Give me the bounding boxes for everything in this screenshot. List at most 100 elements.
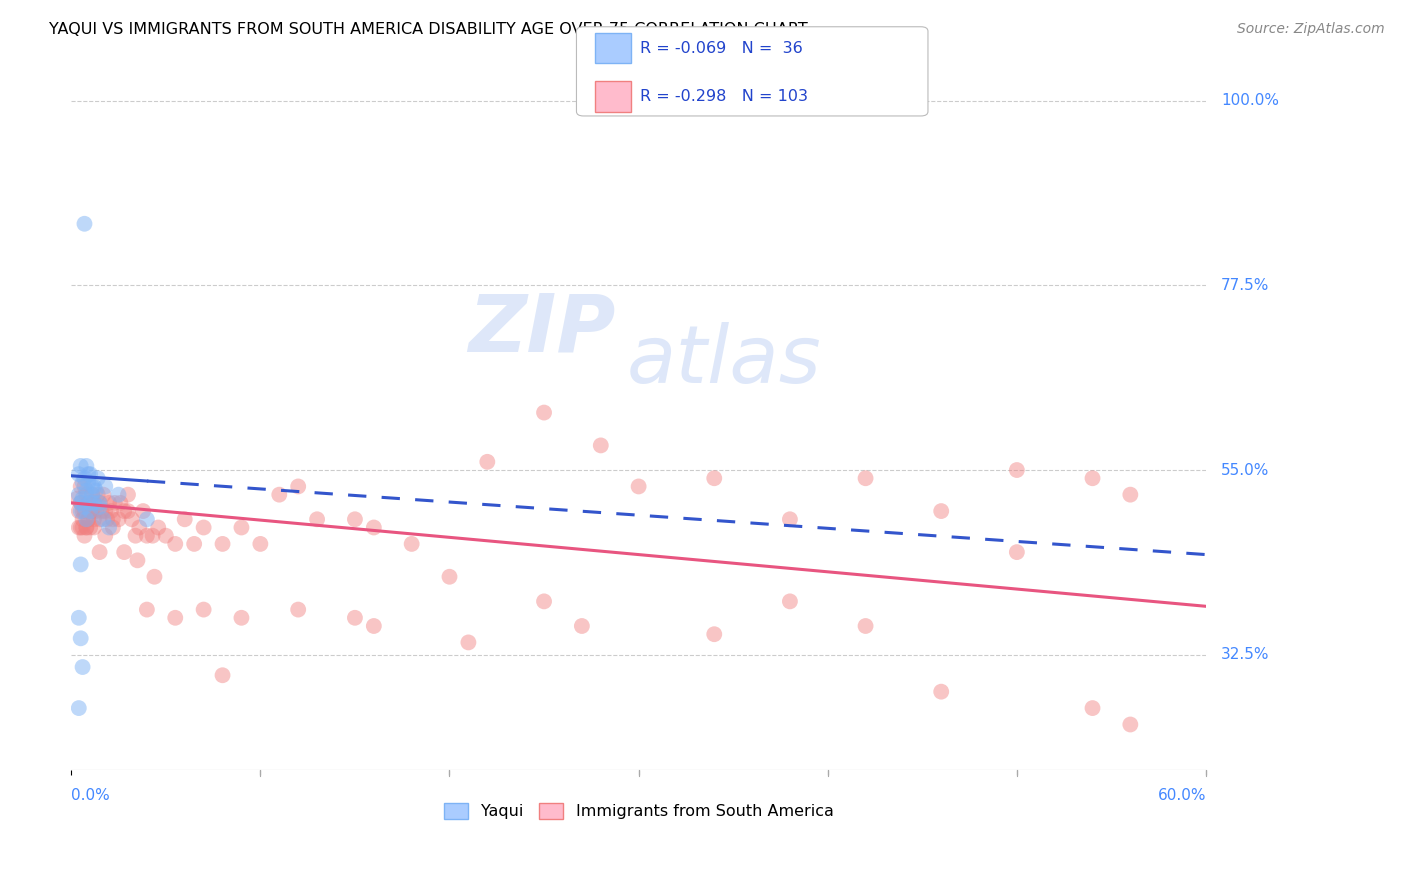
- Point: [66, 491, 89, 506]
- Point: [72, 491, 94, 506]
- Point: [112, 545, 135, 559]
- Point: [89, 500, 111, 514]
- Point: [124, 529, 146, 543]
- Point: [84, 483, 107, 498]
- Point: [1005, 545, 1028, 559]
- Text: 100.0%: 100.0%: [1222, 93, 1279, 108]
- Point: [1119, 488, 1142, 502]
- Point: [343, 512, 366, 526]
- Point: [83, 520, 105, 534]
- Point: [929, 504, 952, 518]
- Point: [83, 479, 105, 493]
- Point: [101, 512, 124, 526]
- Point: [135, 512, 157, 526]
- Point: [83, 512, 105, 526]
- Point: [79, 467, 101, 482]
- Point: [571, 619, 593, 633]
- Point: [211, 537, 233, 551]
- Point: [589, 438, 612, 452]
- Point: [67, 467, 90, 482]
- Point: [79, 504, 101, 518]
- Point: [67, 520, 90, 534]
- Point: [79, 520, 101, 534]
- Point: [183, 537, 205, 551]
- Point: [77, 467, 100, 482]
- Point: [211, 668, 233, 682]
- Point: [69, 632, 91, 646]
- Point: [401, 537, 423, 551]
- Point: [193, 520, 215, 534]
- Point: [77, 496, 100, 510]
- Text: R = -0.298   N = 103: R = -0.298 N = 103: [640, 89, 807, 103]
- Point: [703, 471, 725, 485]
- Point: [69, 496, 91, 510]
- Point: [1081, 701, 1104, 715]
- Point: [93, 512, 115, 526]
- Text: YAQUI VS IMMIGRANTS FROM SOUTH AMERICA DISABILITY AGE OVER 75 CORRELATION CHART: YAQUI VS IMMIGRANTS FROM SOUTH AMERICA D…: [49, 22, 808, 37]
- Text: 0.0%: 0.0%: [72, 788, 110, 803]
- Point: [79, 504, 101, 518]
- Point: [155, 529, 177, 543]
- Text: Source: ZipAtlas.com: Source: ZipAtlas.com: [1237, 22, 1385, 37]
- Text: ZIP: ZIP: [468, 291, 616, 368]
- Text: R = -0.069   N =  36: R = -0.069 N = 36: [640, 41, 803, 55]
- Point: [135, 529, 157, 543]
- Point: [93, 488, 115, 502]
- Point: [110, 496, 132, 510]
- Point: [287, 602, 309, 616]
- Point: [75, 488, 97, 502]
- Text: 55.0%: 55.0%: [1222, 463, 1270, 477]
- Point: [249, 537, 271, 551]
- Point: [533, 406, 555, 420]
- Point: [101, 520, 124, 534]
- Point: [132, 504, 155, 518]
- Point: [89, 545, 111, 559]
- Point: [80, 488, 103, 502]
- Point: [79, 496, 101, 510]
- Point: [855, 471, 877, 485]
- Point: [69, 458, 91, 473]
- Point: [98, 496, 121, 510]
- Point: [96, 512, 118, 526]
- Point: [72, 660, 94, 674]
- Point: [75, 520, 97, 534]
- Point: [75, 458, 97, 473]
- Point: [94, 504, 117, 518]
- Point: [231, 520, 253, 534]
- Point: [779, 594, 801, 608]
- Point: [457, 635, 479, 649]
- Point: [83, 496, 105, 510]
- Point: [69, 479, 91, 493]
- Point: [107, 488, 129, 502]
- Point: [87, 471, 110, 485]
- Point: [703, 627, 725, 641]
- Point: [128, 520, 150, 534]
- Point: [127, 553, 149, 567]
- Point: [363, 520, 385, 534]
- Point: [104, 496, 127, 510]
- Point: [112, 504, 135, 518]
- Point: [67, 611, 90, 625]
- Point: [80, 488, 103, 502]
- Point: [77, 512, 100, 526]
- Text: 77.5%: 77.5%: [1222, 277, 1270, 293]
- Point: [73, 500, 96, 514]
- Point: [73, 471, 96, 485]
- Point: [143, 570, 166, 584]
- Point: [69, 558, 91, 572]
- Point: [117, 488, 139, 502]
- Point: [165, 611, 187, 625]
- Point: [79, 504, 101, 518]
- Point: [75, 483, 97, 498]
- Point: [90, 504, 112, 518]
- Point: [107, 512, 129, 526]
- Point: [89, 512, 111, 526]
- Point: [87, 488, 110, 502]
- Point: [72, 504, 94, 518]
- Legend: Yaqui, Immigrants from South America: Yaqui, Immigrants from South America: [437, 797, 839, 826]
- Point: [77, 512, 100, 526]
- Point: [75, 520, 97, 534]
- Text: 60.0%: 60.0%: [1157, 788, 1206, 803]
- Point: [73, 479, 96, 493]
- Point: [121, 512, 143, 526]
